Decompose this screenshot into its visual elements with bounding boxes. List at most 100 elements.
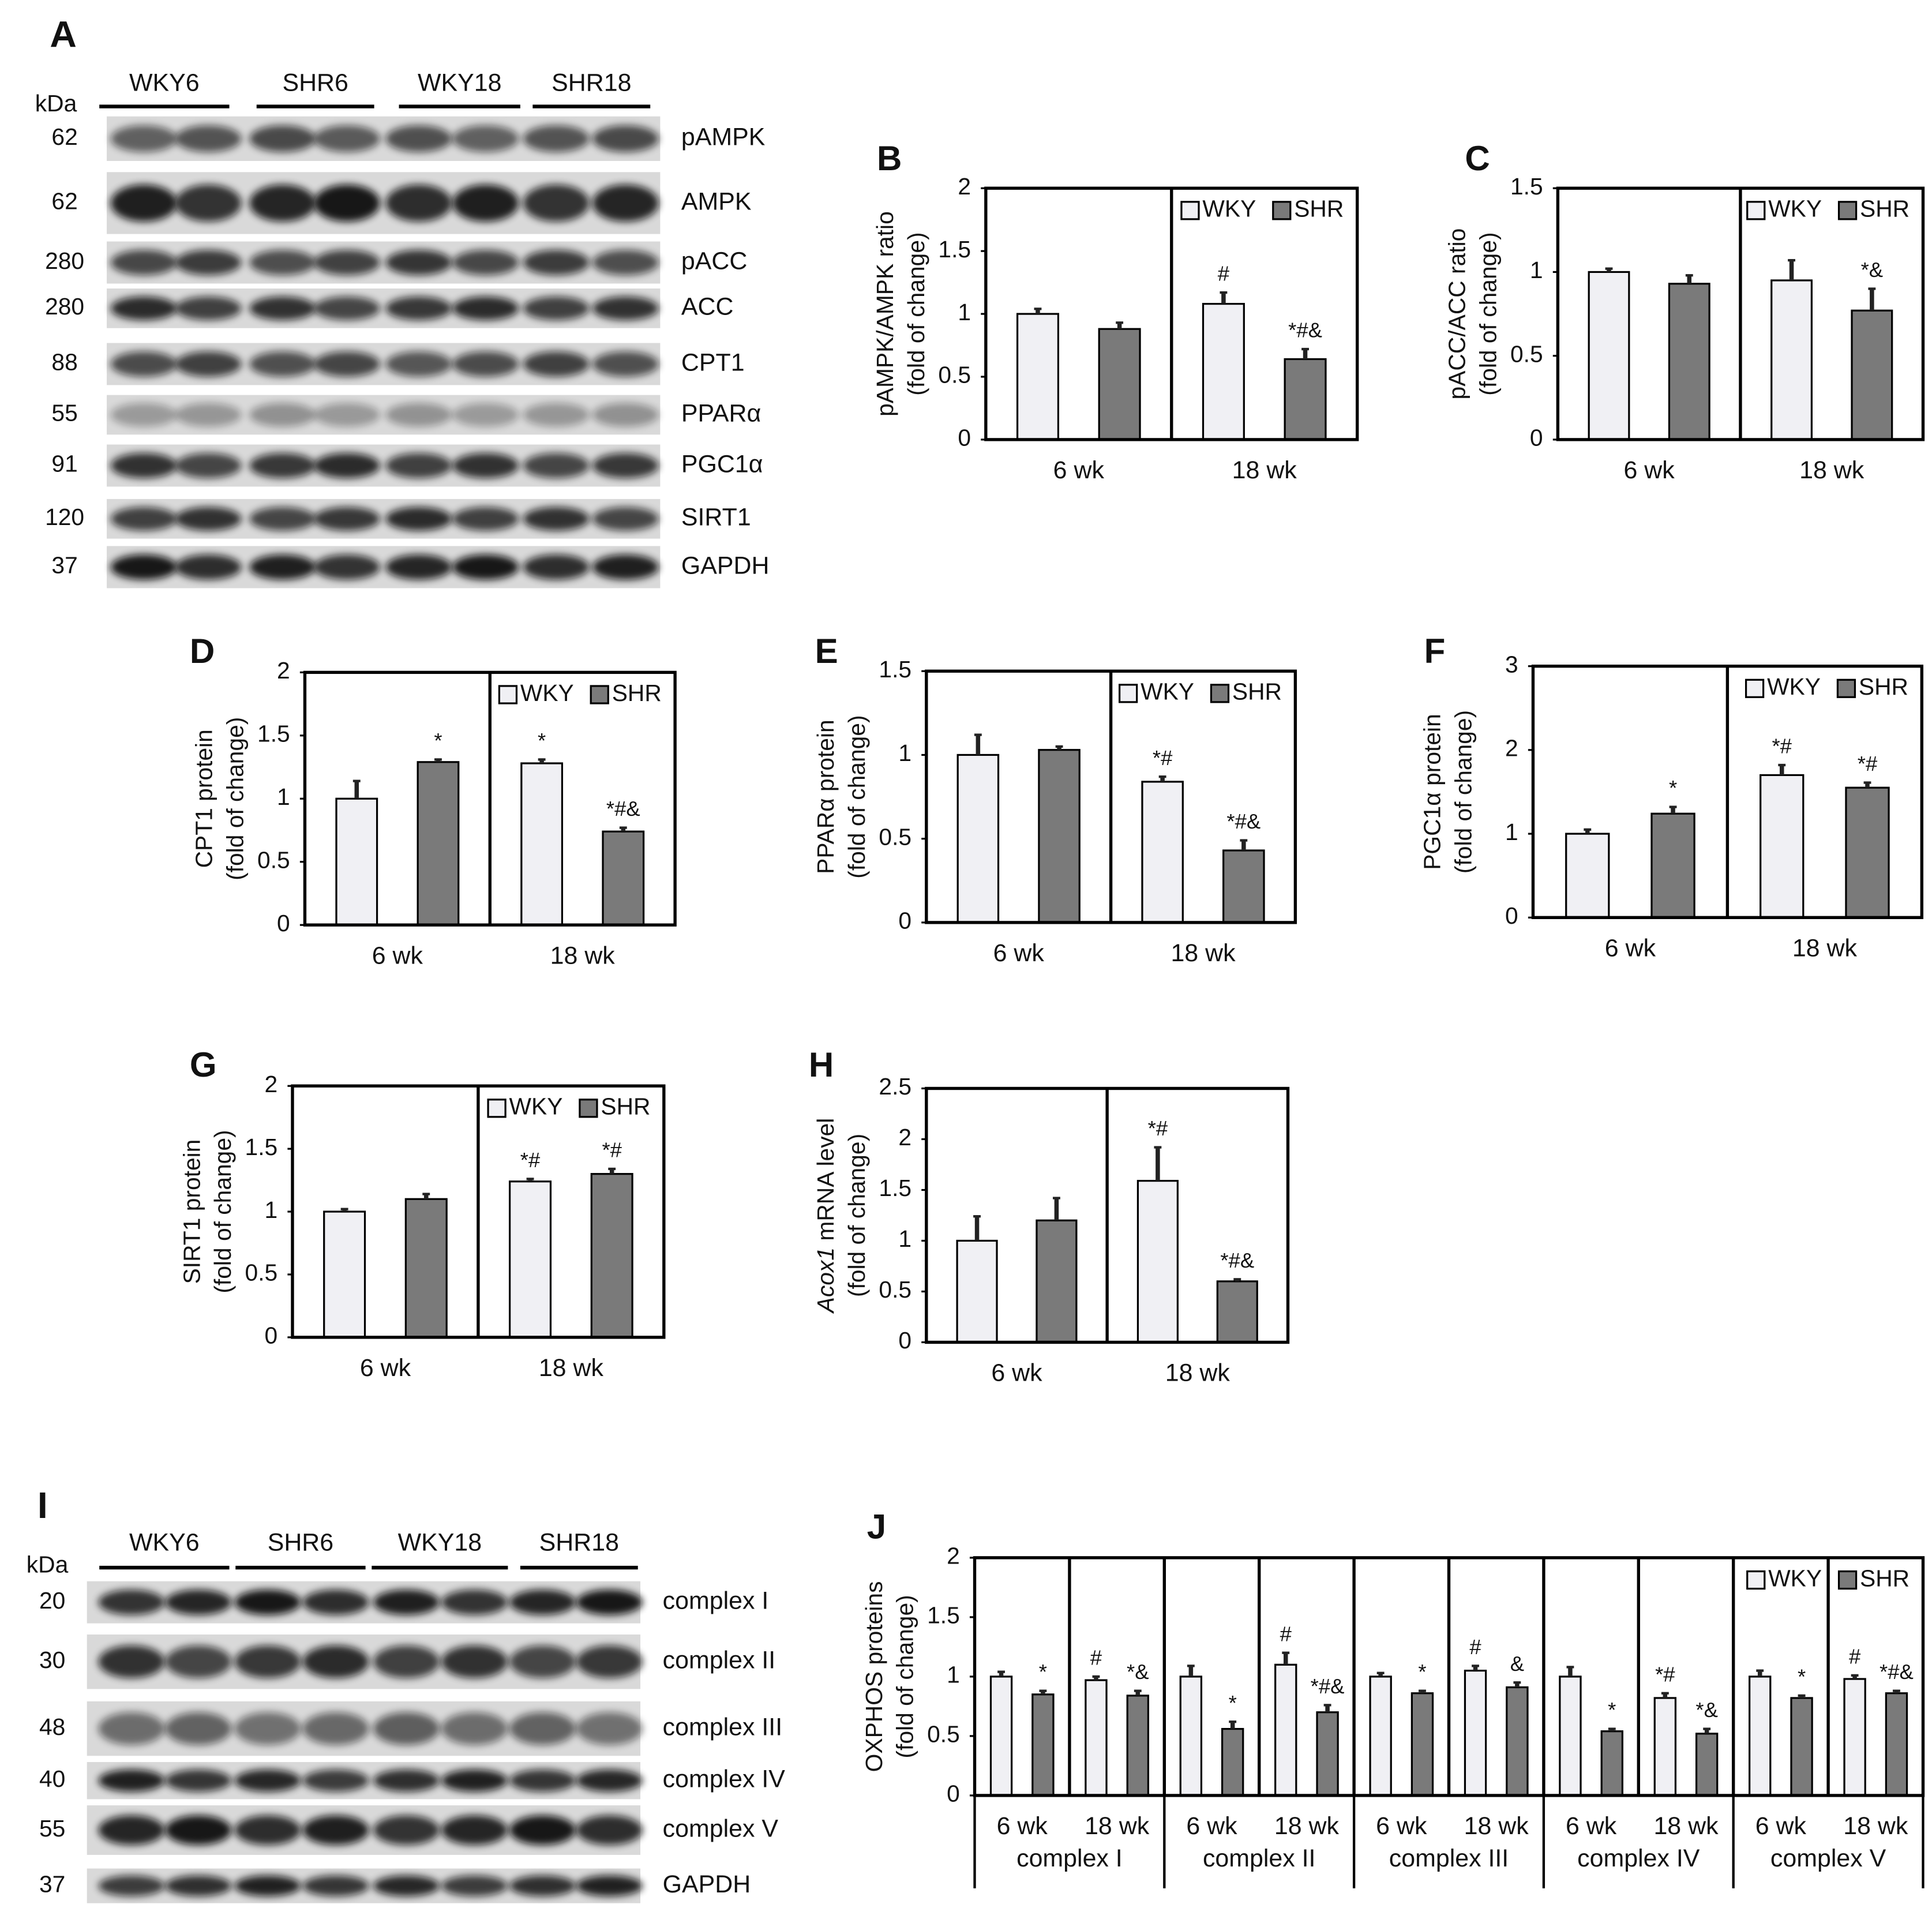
legend-label: SHR (1860, 1565, 1910, 1591)
y-tick-label: 2 (277, 657, 290, 684)
blot-band (385, 453, 452, 478)
y-axis-label-line: SIRT1 protein (178, 1139, 205, 1284)
blot-band (313, 296, 380, 320)
blot-band (592, 351, 659, 377)
y-tick-label: 1.5 (938, 236, 971, 263)
significance-label: * (1418, 1660, 1426, 1684)
significance-label: *# (1153, 746, 1173, 770)
x-tick-label: 6 wk (1053, 456, 1105, 484)
bar (1274, 1663, 1297, 1797)
blot-band (452, 351, 519, 377)
kda-label: 120 (45, 504, 84, 530)
protein-label: SIRT1 (681, 504, 751, 531)
blot-band (165, 1712, 232, 1745)
protein-label: AMPK (681, 188, 752, 215)
y-tick-label: 0 (898, 908, 911, 934)
group-label: complex III (1389, 1845, 1509, 1872)
x-tick-label: 18 wk (1464, 1812, 1529, 1840)
bar (956, 1239, 998, 1344)
blot-band (313, 453, 380, 478)
bar (1126, 1695, 1149, 1797)
bar (1695, 1733, 1719, 1797)
bar (1216, 1280, 1258, 1344)
blot-band (523, 507, 590, 531)
bar (1650, 812, 1695, 919)
bar (1369, 1675, 1392, 1797)
blot-band (509, 1590, 576, 1615)
y-axis-label: PPARα protein (812, 719, 839, 874)
bar (602, 830, 645, 926)
blot-band (165, 1815, 232, 1845)
protein-label: pACC (681, 247, 747, 275)
kda-unit: kDa (27, 1551, 69, 1578)
blot-band (385, 351, 452, 377)
blot-band (373, 1590, 440, 1615)
blot-band (175, 453, 242, 478)
y-axis-label: (fold of change) (1450, 710, 1476, 874)
blot-band (110, 296, 178, 320)
blot-band (452, 507, 519, 531)
blot-band (175, 554, 242, 580)
bar (1179, 1675, 1203, 1797)
blot-band (249, 507, 316, 531)
y-tick-label: 1.5 (1510, 173, 1543, 200)
panel-label: A (50, 13, 76, 55)
blot-band (165, 1590, 232, 1615)
kda-label: 37 (51, 552, 77, 579)
blot-band (302, 1815, 369, 1845)
panel-label: C (1465, 139, 1490, 178)
legend-swatch (1837, 201, 1858, 220)
bar (1885, 1692, 1908, 1797)
bar (1098, 328, 1141, 441)
panel-label: F (1424, 632, 1446, 670)
x-tick-label: 18 wk (1232, 456, 1297, 484)
blot-band (175, 351, 242, 377)
bar (1141, 781, 1184, 924)
y-tick-label: 1 (1505, 819, 1518, 845)
blot-band (249, 184, 316, 222)
x-tick-label: 18 wk (1085, 1812, 1150, 1840)
blot-band (441, 1769, 508, 1792)
blot-band (523, 250, 590, 275)
y-axis-label: pACC/ACC ratio (1443, 228, 1470, 400)
legend-swatch (1837, 1570, 1858, 1590)
blot-band (592, 507, 659, 531)
blot-band (249, 351, 316, 377)
bar (1031, 1693, 1055, 1797)
significance-label: *& (1861, 258, 1884, 282)
significance-label: * (434, 729, 442, 752)
blot-band (385, 184, 452, 222)
y-axis-label-line: CPT1 protein (191, 729, 217, 868)
y-tick-label: 0 (277, 910, 290, 936)
significance-label: *# (1148, 1116, 1168, 1140)
y-axis-label-line: mRNA level (812, 1118, 839, 1241)
bar (1085, 1679, 1108, 1797)
significance-label: # (1090, 1646, 1102, 1670)
lane-group-label: SHR6 (282, 69, 348, 96)
blot-band (302, 1590, 369, 1615)
kda-label: 62 (51, 123, 77, 150)
legend-label: SHR (612, 680, 662, 706)
legend-swatch (1119, 684, 1138, 703)
bar (1464, 1670, 1487, 1797)
bar (417, 761, 460, 926)
blot-band (249, 403, 316, 427)
x-tick-label: 18 wk (1653, 1812, 1719, 1840)
y-tick-label: 1 (265, 1197, 278, 1223)
blot-band (509, 1712, 576, 1745)
significance-label: * (1608, 1698, 1616, 1722)
y-tick-label: 0.5 (1510, 340, 1543, 367)
blot-band (452, 296, 519, 320)
legend-label: WKY (520, 680, 574, 706)
group-label: complex I (1016, 1845, 1123, 1872)
protein-label: complex III (663, 1713, 782, 1741)
legend-swatch (579, 1099, 598, 1118)
blot-band (592, 453, 659, 478)
panel-label: G (190, 1045, 217, 1084)
protein-label: GAPDH (663, 1870, 751, 1898)
y-tick-label: 1.5 (879, 1175, 911, 1201)
protein-label: pAMPK (681, 123, 766, 151)
y-axis-label: OXPHOS proteins (861, 1581, 887, 1772)
y-tick-label: 1.5 (245, 1134, 278, 1160)
blot-band (509, 1815, 576, 1845)
